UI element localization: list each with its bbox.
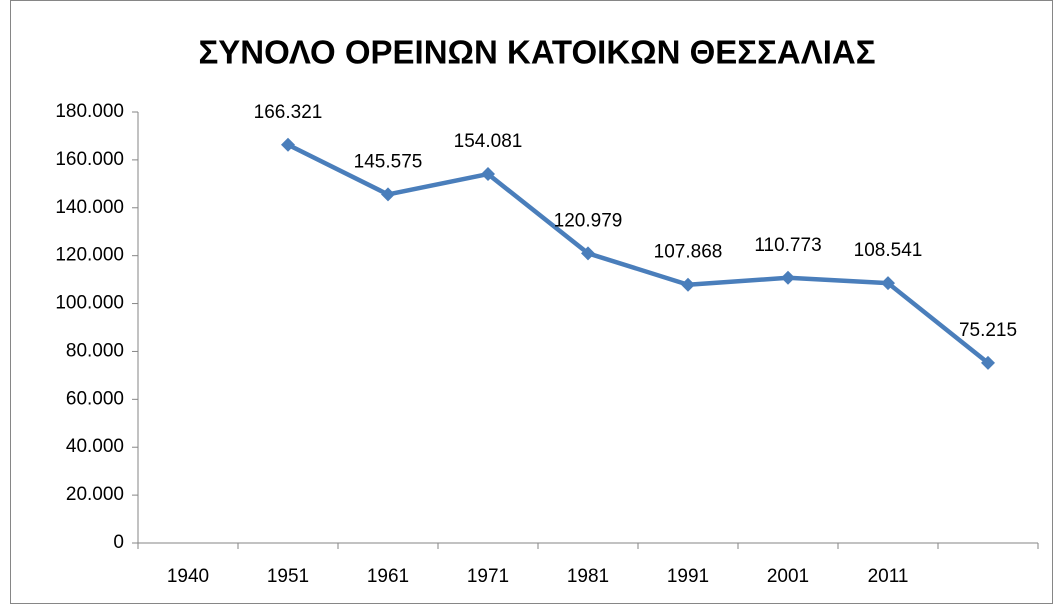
chart-title: ΣΥΝΟΛΟ ΟΡΕΙΝΩΝ ΚΑΤΟΙΚΩΝ ΘΕΣΣΑΛΙΑΣ (198, 34, 875, 71)
x-tick-label: 1981 (567, 566, 609, 587)
y-tick-label: 100.000 (55, 293, 124, 314)
line (286, 142, 990, 365)
y-tick-label: 0 (113, 532, 124, 553)
marker (581, 246, 595, 261)
x-tick-label: 1940 (167, 566, 209, 587)
marker (781, 270, 795, 285)
marker (481, 167, 495, 182)
marker (281, 137, 295, 152)
data-label: 145.575 (354, 151, 423, 172)
y-tick-label: 60.000 (66, 388, 124, 409)
x-tick-label: 1951 (267, 566, 309, 587)
data-label: 107.868 (654, 242, 723, 263)
y-tick-label: 20.000 (66, 484, 124, 505)
x-tick-label: 1971 (467, 566, 509, 587)
x-tick-label: 2001 (767, 566, 809, 587)
marker (981, 355, 995, 370)
data-label: 110.773 (754, 235, 821, 256)
x-tick-label: 2011 (868, 566, 909, 587)
y-tick-label: 140.000 (55, 197, 124, 218)
data-label: 108.541 (854, 240, 923, 261)
y-tick-label: 160.000 (55, 149, 124, 170)
data-label: 120.979 (554, 210, 623, 231)
marker (381, 187, 395, 202)
data-label: 154.081 (454, 131, 523, 152)
x-tick-label: 1961 (367, 566, 409, 587)
y-tick-label: 180.000 (55, 101, 124, 122)
x-tick-label: 1991 (667, 566, 709, 587)
marker (881, 276, 895, 291)
y-tick-label: 120.000 (55, 245, 124, 266)
y-tick-label: 40.000 (66, 436, 124, 457)
y-tick-label: 80.000 (66, 340, 124, 361)
data-label: 75.215 (959, 320, 1017, 341)
data-label: 166.321 (254, 102, 323, 123)
marker (681, 277, 695, 292)
chart-border (10, 0, 1053, 604)
